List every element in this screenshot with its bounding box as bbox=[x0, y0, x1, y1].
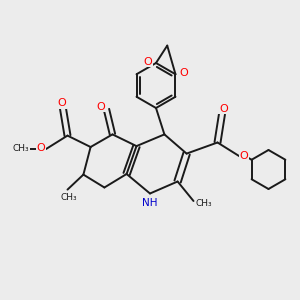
Text: O: O bbox=[57, 98, 66, 108]
Text: O: O bbox=[37, 143, 46, 153]
Text: O: O bbox=[179, 68, 188, 78]
Text: CH₃: CH₃ bbox=[61, 194, 77, 202]
Text: O: O bbox=[97, 101, 106, 112]
Text: O: O bbox=[219, 103, 228, 114]
Text: NH: NH bbox=[142, 198, 158, 208]
Text: CH₃: CH₃ bbox=[13, 144, 29, 153]
Text: O: O bbox=[239, 151, 248, 161]
Text: O: O bbox=[143, 56, 152, 67]
Text: CH₃: CH₃ bbox=[195, 200, 212, 208]
